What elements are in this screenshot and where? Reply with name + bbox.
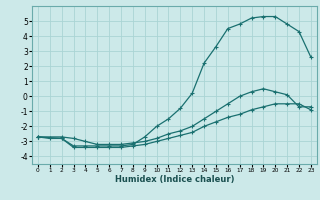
X-axis label: Humidex (Indice chaleur): Humidex (Indice chaleur) bbox=[115, 175, 234, 184]
